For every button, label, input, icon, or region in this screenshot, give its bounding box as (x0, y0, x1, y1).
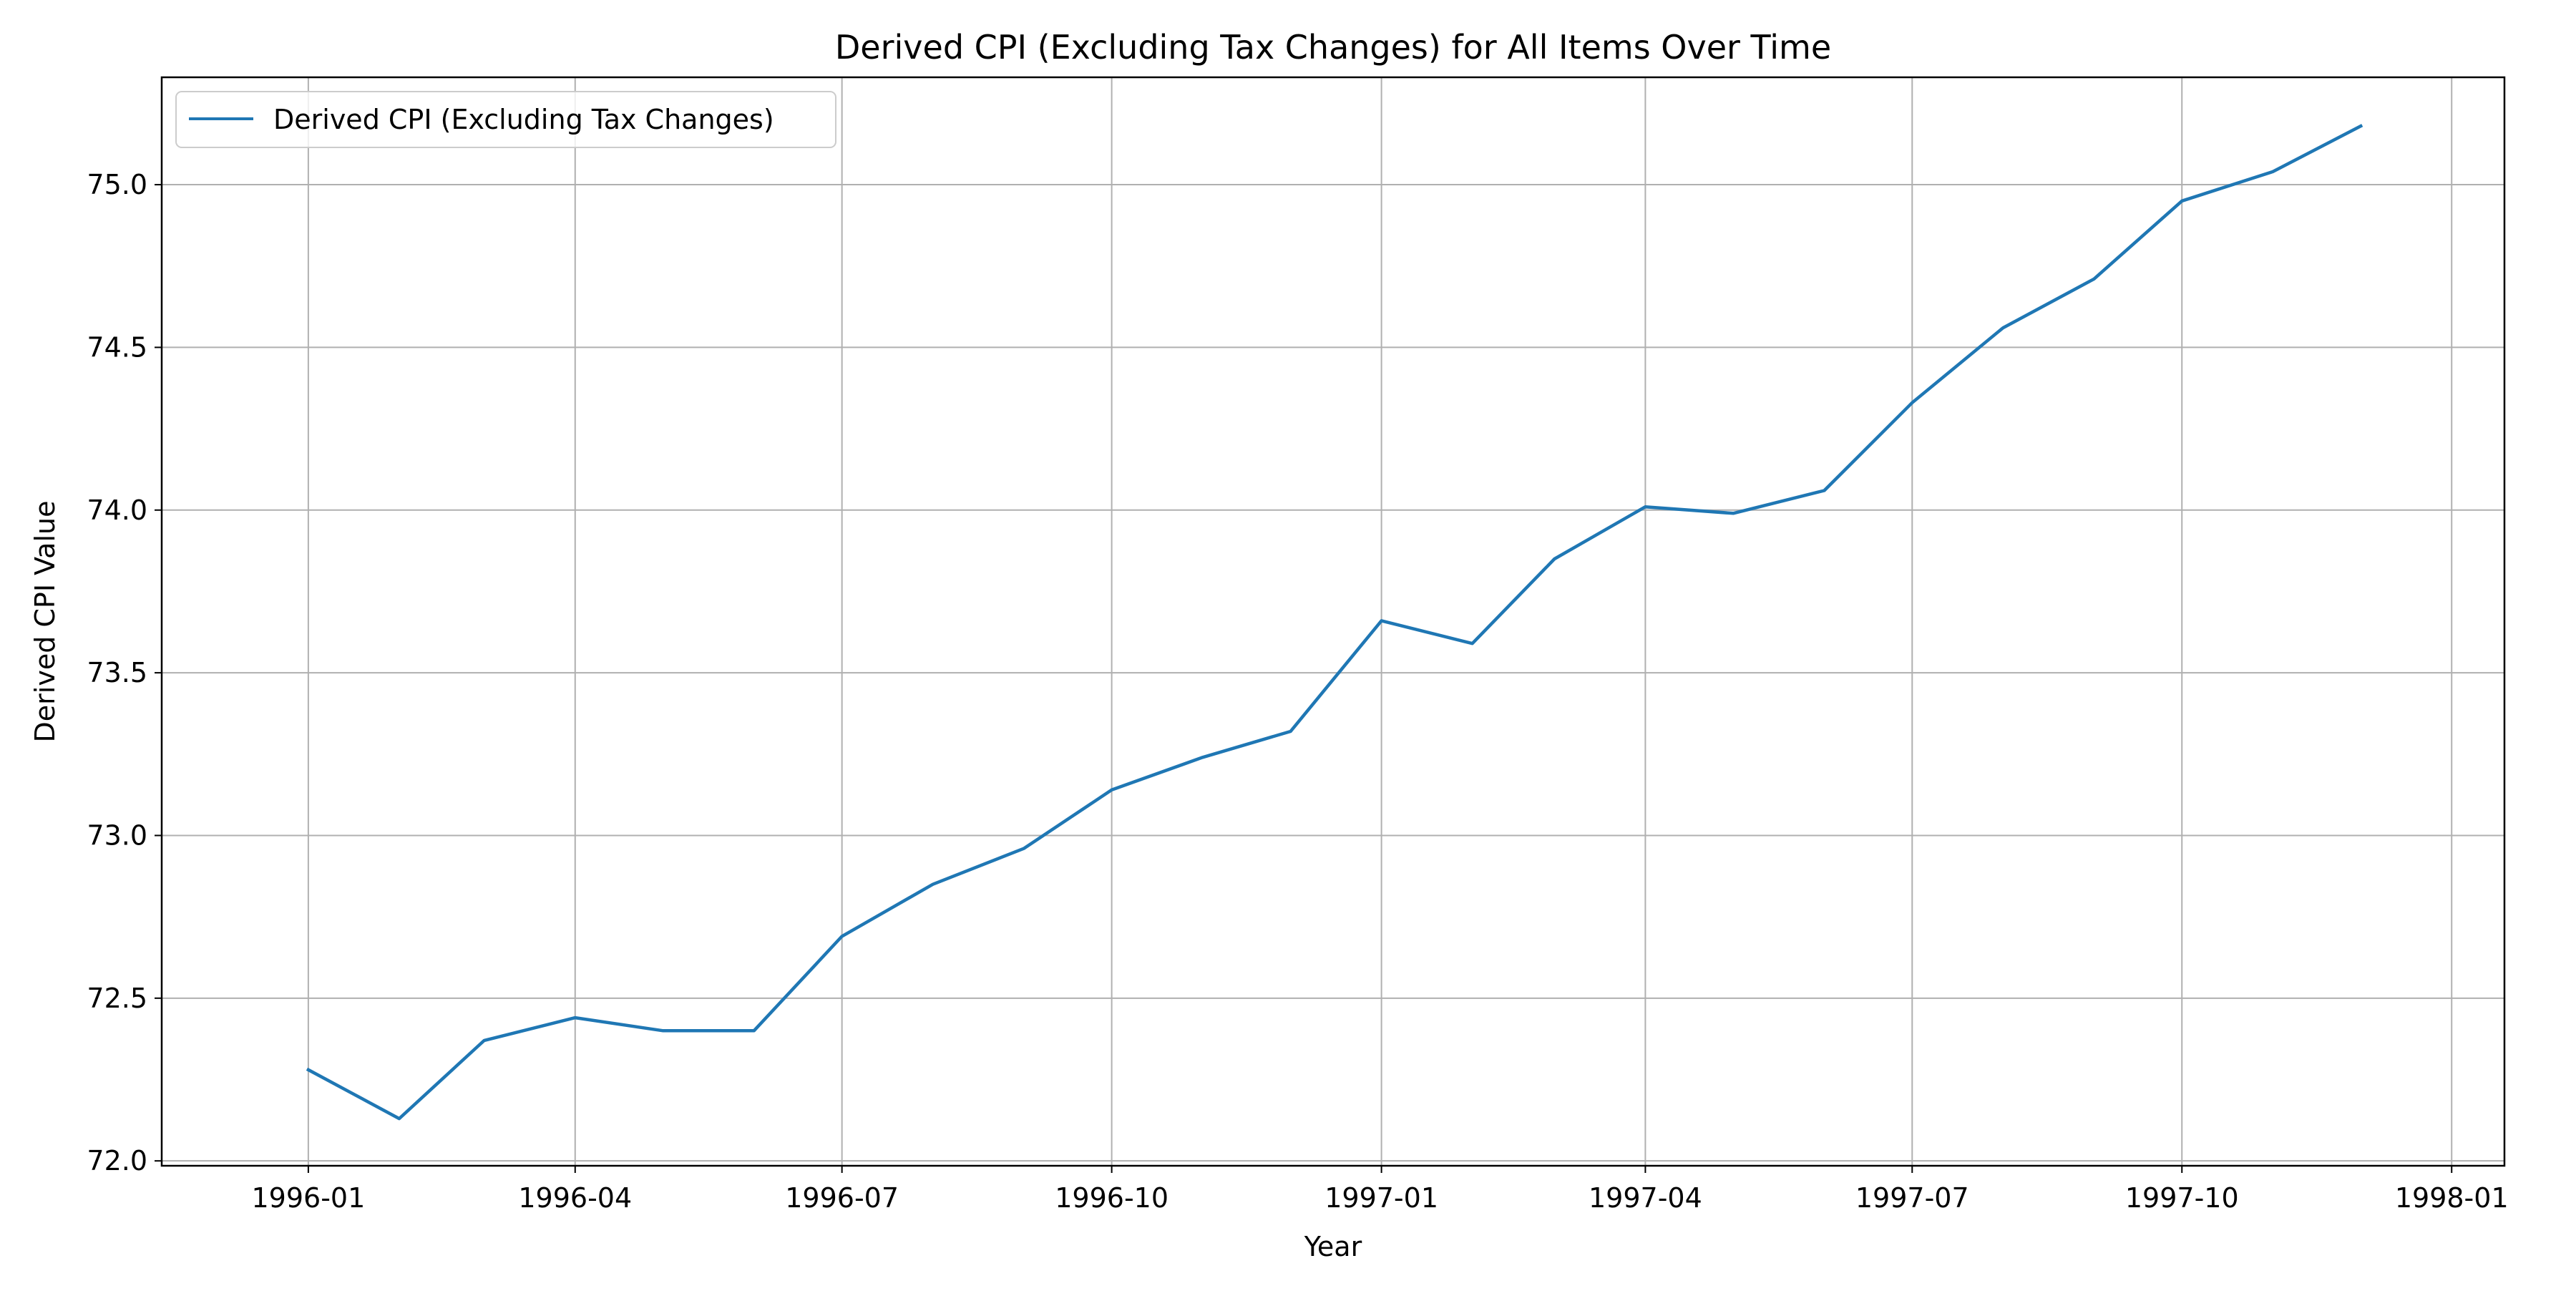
x-tick-label: 1996-04 (518, 1182, 632, 1214)
x-tick-label: 1997-07 (1855, 1182, 1969, 1214)
x-axis-ticks: 1996-01 1996-04 1996-07 1996-10 1997-01 1997-… (251, 1166, 2509, 1214)
x-tick-label: 1998-01 (2395, 1182, 2509, 1214)
x-axis-label: Year (1304, 1231, 1362, 1262)
y-axis-ticks: 72.0 72.5 73.0 73.5 74.0 74.5 75.0 (87, 169, 162, 1176)
legend-box (175, 91, 836, 148)
series-line (306, 124, 2363, 1121)
series-layer (306, 124, 2363, 1121)
legend-label: Derived CPI (Excluding Tax Changes) (273, 104, 774, 135)
x-tick-label: 1996-10 (1055, 1182, 1169, 1214)
plot-frame (160, 76, 2506, 1167)
y-tick-label: 75.0 (87, 169, 147, 200)
y-tick-label: 73.0 (87, 819, 147, 851)
y-tick-label: 72.5 (87, 983, 147, 1014)
x-tick-label: 1996-07 (785, 1182, 899, 1214)
y-axis-label: Derived CPI Value (29, 501, 61, 743)
chart-title: Derived CPI (Excluding Tax Changes) for … (835, 28, 1831, 67)
grid-lines (162, 77, 2504, 1166)
y-tick-label: 72.0 (87, 1145, 147, 1176)
y-tick-label: 74.0 (87, 495, 147, 526)
x-tick-label: 1997-01 (1324, 1182, 1438, 1214)
y-tick-label: 73.5 (87, 657, 147, 688)
y-tick-label: 74.5 (87, 331, 147, 363)
x-tick-label: 1997-04 (1589, 1182, 1702, 1214)
legend: Derived CPI (Excluding Tax Changes) (175, 91, 836, 148)
x-tick-label: 1996-01 (251, 1182, 365, 1214)
x-tick-label: 1997-10 (2125, 1182, 2239, 1214)
